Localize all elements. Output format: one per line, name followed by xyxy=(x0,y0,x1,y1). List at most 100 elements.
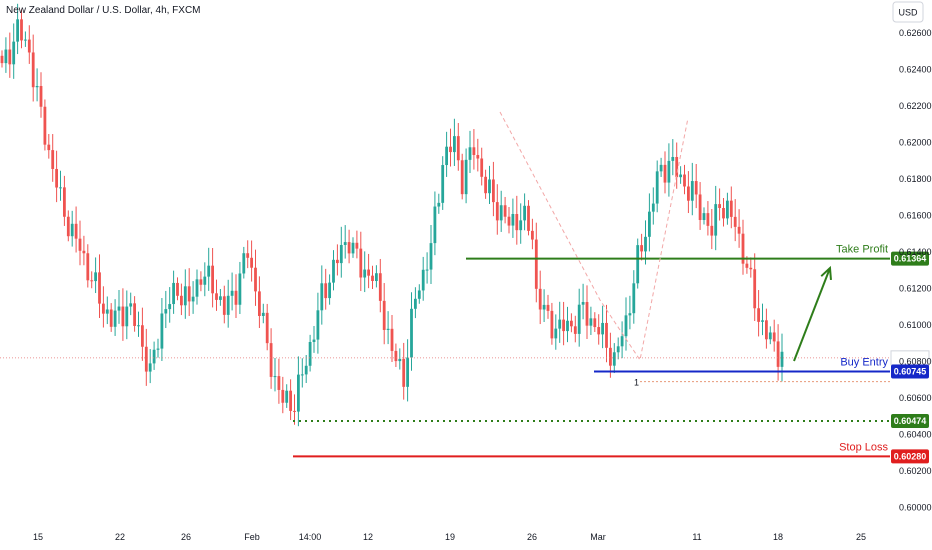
x-tick-label: 14:00 xyxy=(299,532,322,542)
candle-body xyxy=(183,286,187,306)
candle-body xyxy=(43,106,47,145)
candle-body xyxy=(24,39,27,41)
candle-body xyxy=(601,322,604,335)
y-axis: 0.62600 0.62400 0.62200 0.62000 0.61800 0.616… xyxy=(899,28,932,513)
candle-body xyxy=(503,205,507,217)
candle-body xyxy=(324,283,328,299)
currency-label: USD xyxy=(898,8,918,18)
candle-body xyxy=(27,39,31,53)
candle-body xyxy=(66,216,70,237)
candle-body xyxy=(98,272,101,304)
candle-body xyxy=(441,165,445,203)
candle-body xyxy=(726,200,729,219)
candles xyxy=(0,3,784,427)
candle-body xyxy=(445,146,448,166)
candle-body xyxy=(776,341,780,367)
candle-body xyxy=(297,374,300,412)
candle-body xyxy=(538,288,542,310)
candle-body xyxy=(761,320,764,322)
candle-body xyxy=(581,302,585,305)
y-tick-label: 0.60200 xyxy=(899,466,932,476)
candle-body xyxy=(347,242,351,254)
support-price-text: 0.60474 xyxy=(894,416,927,426)
candle-body xyxy=(460,160,464,195)
y-tick-label: 0.61000 xyxy=(899,320,932,330)
y-tick-label: 0.62600 xyxy=(899,28,932,38)
candle-body xyxy=(671,156,675,161)
candle-body xyxy=(679,174,682,178)
candle-body xyxy=(105,309,109,314)
candle-body xyxy=(102,303,105,314)
candle-body xyxy=(156,348,160,350)
x-tick-label: 25 xyxy=(856,532,866,542)
currency-button[interactable]: USD xyxy=(892,1,924,23)
candle-body xyxy=(63,187,66,217)
candle-body xyxy=(168,304,172,310)
candle-body xyxy=(382,300,386,330)
candle-body xyxy=(390,328,394,351)
candle-body xyxy=(152,349,156,364)
x-axis: 15 22 26 Feb 14:00 12 19 26 Mar 11 18 25 xyxy=(33,532,866,542)
candle-body xyxy=(628,313,632,316)
candle-body xyxy=(515,214,519,231)
candle-body xyxy=(698,194,702,220)
candle-body xyxy=(386,328,390,330)
y-tick-label: 0.60400 xyxy=(899,430,932,440)
candle-body xyxy=(59,187,62,189)
candle-body xyxy=(453,136,456,153)
candle-body xyxy=(86,253,90,281)
candle-body xyxy=(523,205,526,221)
take-profit-price-tag xyxy=(891,251,929,266)
candle-body xyxy=(433,206,437,244)
candle-body xyxy=(269,343,273,377)
y-tick-label: 0.61400 xyxy=(899,247,932,257)
y-tick-label: 0.60000 xyxy=(899,503,932,513)
candle-body xyxy=(659,164,663,172)
buy-entry-price-tag xyxy=(891,364,929,379)
candle-body xyxy=(207,265,211,277)
candle-body xyxy=(398,358,402,362)
x-tick-label: 11 xyxy=(692,532,701,542)
y-tick-label: 0.61800 xyxy=(899,174,932,184)
candle-body xyxy=(706,213,710,226)
candle-body xyxy=(242,253,246,274)
candle-body xyxy=(566,320,569,332)
candle-body xyxy=(675,156,679,178)
candle-body xyxy=(258,291,261,316)
candle-body xyxy=(687,186,690,201)
x-tick-label: 22 xyxy=(115,532,125,542)
candle-body xyxy=(414,298,417,309)
candle-body xyxy=(121,306,125,327)
candle-body xyxy=(254,267,257,292)
candle-body xyxy=(125,306,129,327)
candle-body xyxy=(230,290,234,296)
candle-body xyxy=(694,181,698,195)
candle-body xyxy=(371,275,374,282)
candle-body xyxy=(768,332,772,340)
candle-body xyxy=(729,200,733,217)
candle-body xyxy=(133,303,136,326)
candle-body xyxy=(558,319,562,329)
candle-body xyxy=(667,160,671,183)
candle-body xyxy=(406,357,409,387)
candle-body xyxy=(718,204,721,208)
candle-body xyxy=(8,49,12,65)
stop-loss-label: Stop Loss xyxy=(839,441,888,453)
candle-body xyxy=(737,226,741,234)
candle-body xyxy=(261,312,265,316)
candle-body xyxy=(421,269,425,291)
candle-body xyxy=(772,332,776,342)
x-tick-label: Mar xyxy=(590,532,606,542)
candle-body xyxy=(534,239,538,289)
candle-body xyxy=(47,144,51,151)
candle-body xyxy=(593,318,597,328)
x-tick-label: 18 xyxy=(773,532,783,542)
candle-body xyxy=(300,374,304,376)
candle-body xyxy=(531,230,534,240)
candle-body xyxy=(164,309,168,314)
stop-loss-price-text: 0.60280 xyxy=(894,451,927,461)
candle-body xyxy=(328,282,331,299)
candle-body xyxy=(573,326,577,334)
candle-body xyxy=(655,171,659,204)
candle-body xyxy=(749,267,753,270)
